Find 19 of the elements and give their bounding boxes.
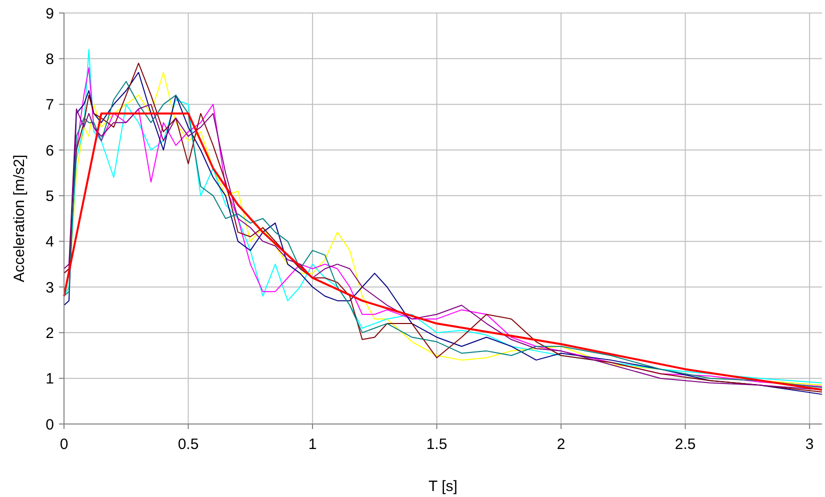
y-axis-title: Acceleration [m/s2] [11, 154, 28, 282]
y-tick-label: 3 [46, 279, 54, 296]
x-tick-label: 0.5 [178, 436, 199, 453]
x-axis-title: T [s] [428, 478, 458, 495]
x-tick-label: 2.5 [674, 436, 696, 453]
y-tick-label: 4 [46, 234, 54, 251]
y-tick-label: 2 [46, 324, 54, 342]
y-tick-label: 9 [46, 5, 54, 22]
y-tick-label: 6 [46, 142, 54, 160]
y-tick-label: 0 [46, 416, 54, 434]
x-tick-label: 0 [60, 436, 68, 453]
y-tick-label: 1 [46, 370, 54, 388]
y-tick-label: 7 [46, 96, 54, 114]
x-tick-label: 1.5 [426, 436, 448, 453]
x-tick-label: 3 [805, 436, 814, 453]
y-tick-label: 8 [46, 50, 54, 68]
x-tick-label: 1 [308, 436, 317, 453]
y-tick-label: 5 [46, 188, 54, 205]
x-tick-label: 2 [556, 436, 566, 453]
